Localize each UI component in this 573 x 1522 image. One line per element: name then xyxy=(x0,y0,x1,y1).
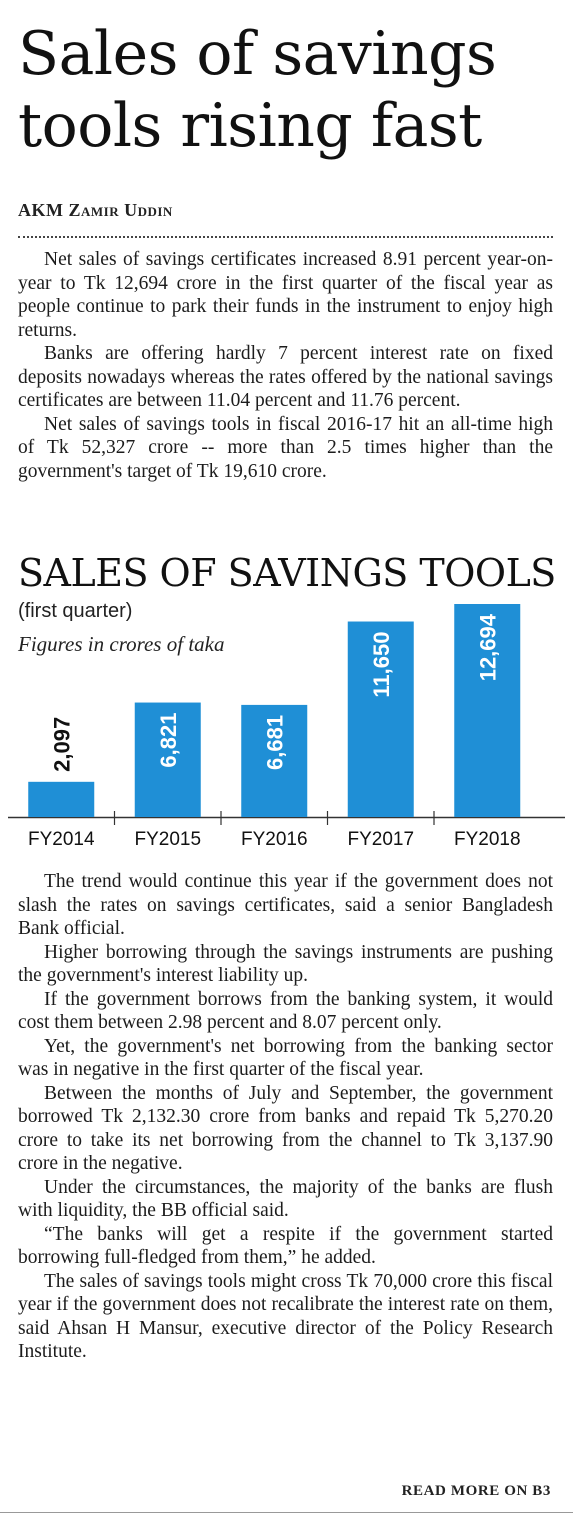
bar-value-label: 2,097 xyxy=(49,717,74,772)
bottom-divider xyxy=(0,1512,573,1513)
category-label: FY2015 xyxy=(134,829,201,850)
category-label: FY2016 xyxy=(241,829,308,850)
article-body-bottom: The trend would continue this year if th… xyxy=(18,870,553,1364)
paragraph: Between the months of July and September… xyxy=(18,1082,553,1175)
paragraph: “The banks will get a respite if the gov… xyxy=(18,1223,553,1269)
bar-fy2016 xyxy=(241,704,308,817)
chart-title: SALES OF SAVINGS TOOLS xyxy=(18,551,556,595)
bar-value-label: 6,821 xyxy=(156,713,181,768)
bar-fy2014 xyxy=(28,781,95,817)
category-label: FY2017 xyxy=(347,829,414,850)
bar-fy2018 xyxy=(454,604,521,817)
paragraph: Net sales of savings certificates increa… xyxy=(18,249,553,341)
paragraph: Net sales of savings tools in fiscal 201… xyxy=(18,413,553,482)
chart-note: Figures in crores of taka xyxy=(18,632,225,656)
paragraph: The trend would continue this year if th… xyxy=(18,871,553,939)
bar-chart: 2,097 FY2014 6,821 FY2015 6,681 FY2016 11,650 F… xyxy=(8,604,565,850)
paragraph: The sales of savings tools might cross T… xyxy=(18,1270,553,1363)
chart-subtitle: (first quarter) xyxy=(18,600,133,622)
dotted-divider xyxy=(18,236,553,238)
read-more-link[interactable]: READ MORE ON B3 xyxy=(401,1483,551,1499)
paragraph: Banks are offering hardly 7 percent inte… xyxy=(18,343,553,411)
article-body-top: Net sales of savings certificates increa… xyxy=(18,248,553,483)
bar-value-label: 11,650 xyxy=(369,632,394,698)
paragraph: Yet, the government's net borrowing from… xyxy=(18,1035,553,1081)
bar-value-label: 12,694 xyxy=(475,613,500,681)
category-label: FY2018 xyxy=(454,829,521,850)
paragraph: Under the circumstances, the majority of… xyxy=(18,1176,553,1222)
bar-value-label: 6,681 xyxy=(262,715,287,770)
paragraph: Higher borrowing through the savings ins… xyxy=(18,941,553,987)
headline: Sales of savings tools rising fast xyxy=(18,19,497,161)
bar-fy2015 xyxy=(134,702,201,817)
byline: AKM Zamir Uddin xyxy=(18,200,173,220)
bar-fy2017 xyxy=(347,621,414,817)
paragraph: If the government borrows from the banki… xyxy=(18,988,553,1034)
category-label: FY2014 xyxy=(28,829,95,850)
